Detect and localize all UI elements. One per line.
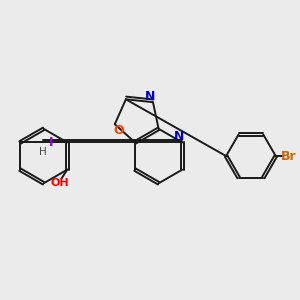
- Text: N: N: [173, 130, 184, 143]
- Text: H: H: [39, 147, 46, 157]
- Text: O: O: [114, 124, 124, 137]
- Text: I: I: [49, 136, 54, 149]
- Text: N: N: [145, 90, 155, 103]
- Text: OH: OH: [51, 178, 69, 188]
- Text: Br: Br: [280, 150, 296, 163]
